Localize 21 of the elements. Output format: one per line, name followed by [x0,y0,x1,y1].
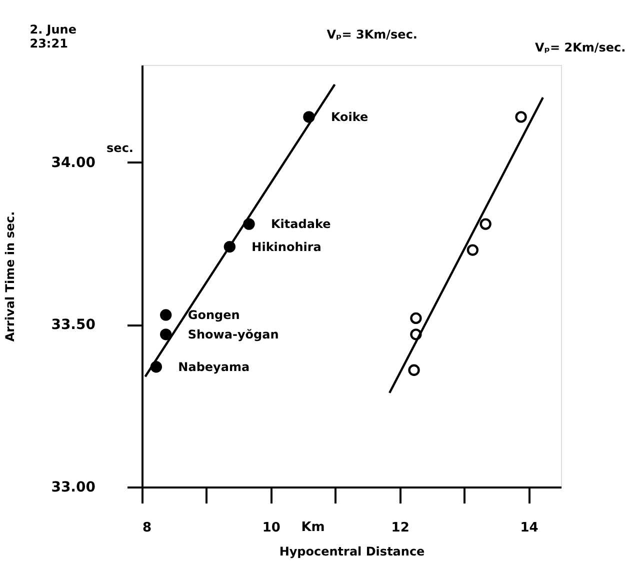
y-tick-label: 33.50 [51,317,96,334]
text: sec. [106,141,134,155]
annotation: Koike [330,110,368,124]
x-tick-label: 8 [142,520,152,536]
annotation: Hikinohira [252,240,322,254]
annotation: Nabeyama [178,360,250,374]
y-tick-label: 34.00 [51,154,96,171]
text: Vₚ= 3Km/sec. [326,27,418,42]
x-tick-label: 14 [520,520,538,536]
x-tick-label: 10 [262,520,280,536]
y-tick-label: 33.00 [51,480,96,496]
annotation: Kitadake [271,217,331,232]
annotation: Gongen [188,308,240,322]
text: Vₚ= 2Km/sec. [534,40,626,54]
y-axis-title: Arrival Time in sec. [3,211,18,342]
text: Km [301,520,325,535]
text: 2. June [30,22,76,36]
x-axis-title: Hypocentral Distance [279,544,425,558]
x-tick-label: 12 [391,520,410,536]
text: 23:21 [30,36,68,50]
annotation: Showa-yŏgan [188,327,279,342]
